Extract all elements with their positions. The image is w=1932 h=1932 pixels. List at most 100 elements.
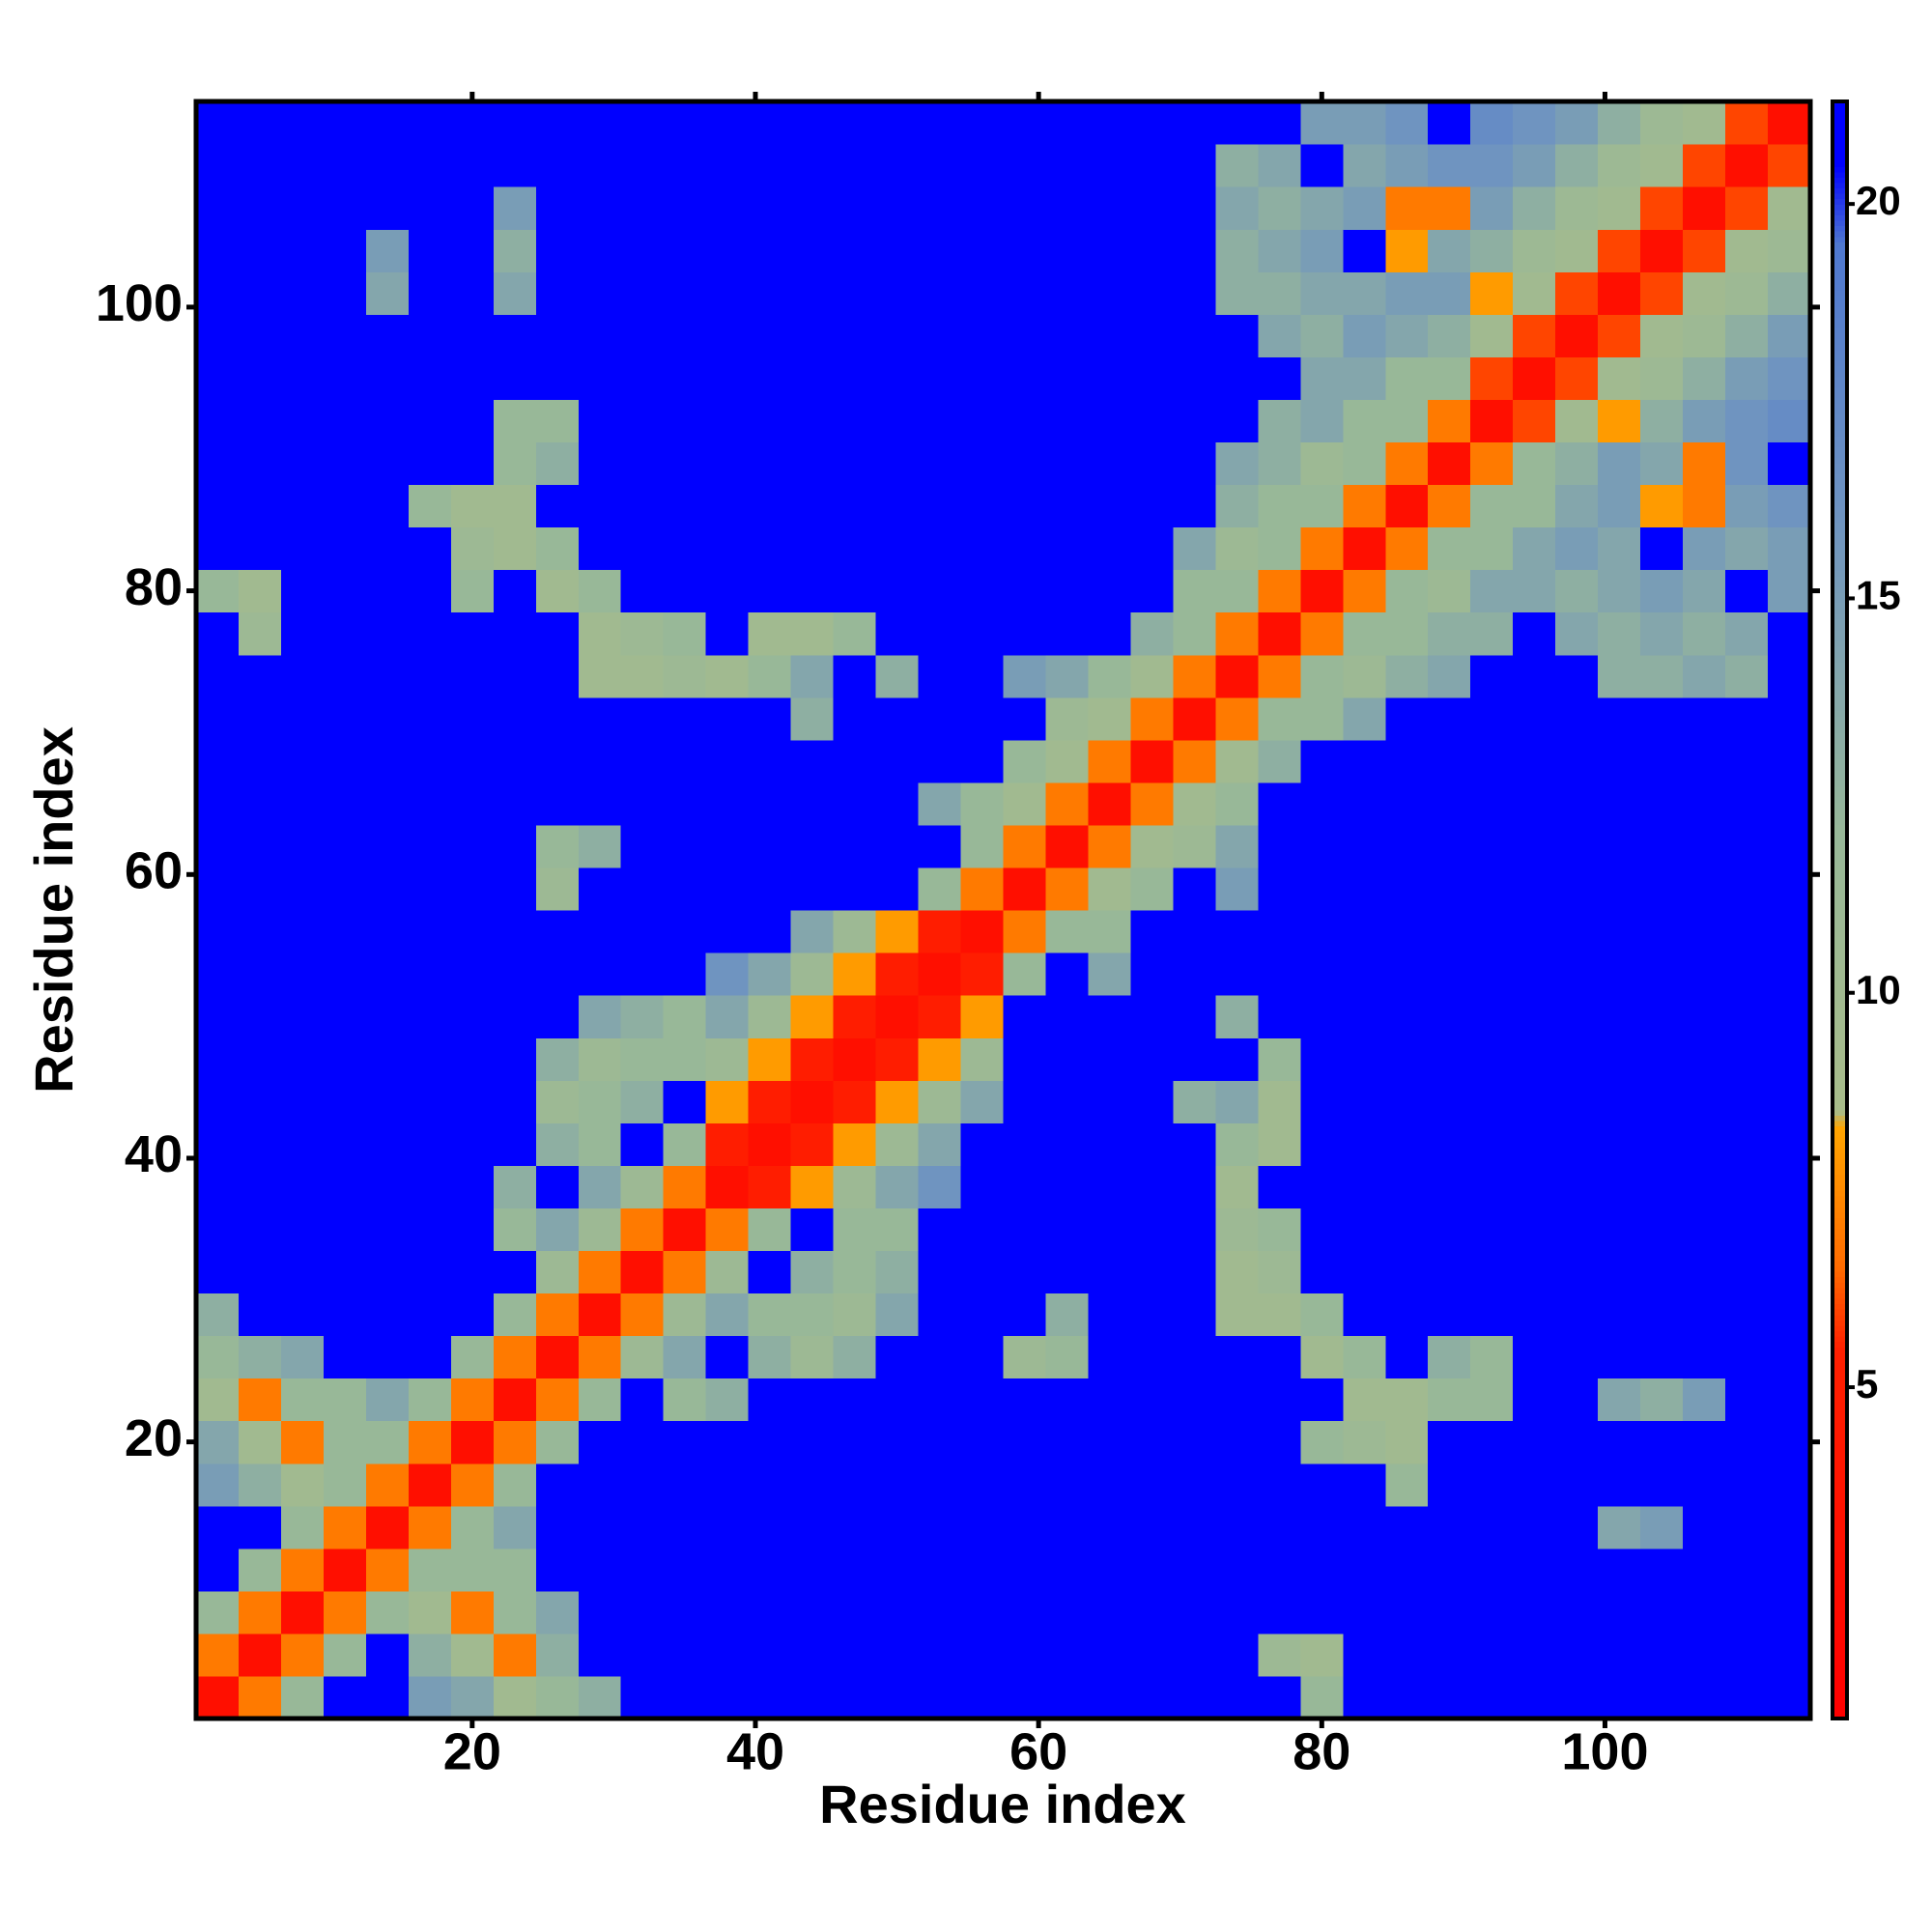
heatmap-cell — [1385, 1165, 1429, 1208]
heatmap-cell — [1725, 995, 1769, 1038]
heatmap-cell — [1428, 1463, 1471, 1507]
heatmap-cell — [1173, 1335, 1216, 1379]
heatmap-cell — [620, 1037, 665, 1081]
heatmap-cell — [1088, 995, 1132, 1038]
heatmap-cell — [323, 1548, 367, 1592]
heatmap-cell — [365, 441, 410, 486]
heatmap-cell — [1598, 314, 1641, 357]
colorbar-slice — [1833, 106, 1847, 113]
heatmap-cell — [748, 952, 792, 996]
colorbar-slice — [1833, 1373, 1847, 1380]
heatmap-cell — [1343, 1165, 1386, 1208]
heatmap-cell — [493, 1420, 537, 1464]
heatmap-cell — [790, 1335, 835, 1379]
colorbar-slice — [1833, 1038, 1847, 1046]
heatmap-cell — [1003, 144, 1047, 187]
heatmap-cell — [620, 1122, 665, 1166]
heatmap-cell — [875, 441, 920, 486]
heatmap-cell — [1173, 186, 1216, 230]
heatmap-cell — [1300, 654, 1344, 698]
heatmap-cell — [1640, 1122, 1684, 1166]
heatmap-cell — [1003, 1633, 1047, 1677]
colorbar-slice — [1833, 839, 1847, 846]
colorbar-slice — [1833, 898, 1847, 906]
heatmap-cell — [578, 314, 622, 357]
heatmap-cell — [790, 399, 835, 443]
heatmap-cell — [748, 1293, 792, 1337]
heatmap-cell — [1640, 1250, 1684, 1294]
y-tick-label: 60 — [125, 842, 183, 900]
heatmap-cell — [280, 1378, 325, 1422]
heatmap-cell — [1045, 1463, 1090, 1507]
heatmap-cell — [408, 271, 452, 315]
heatmap-cell — [1768, 824, 1811, 868]
heatmap-cell — [833, 526, 877, 571]
heatmap-cell — [1470, 824, 1514, 868]
heatmap-cell — [280, 696, 325, 741]
heatmap-cell — [1555, 696, 1599, 741]
colorbar-slice — [1833, 413, 1847, 421]
heatmap-cell — [1300, 1590, 1344, 1634]
heatmap-cell — [1088, 1548, 1132, 1592]
colorbar-slice — [1833, 802, 1847, 809]
heatmap-cell — [705, 654, 750, 698]
heatmap-cell — [365, 781, 410, 826]
heatmap-cell — [1300, 910, 1344, 953]
heatmap-cell — [365, 186, 410, 230]
heatmap-cell — [663, 484, 707, 528]
colorbar-slice — [1833, 1422, 1847, 1429]
colorbar-slice — [1833, 1410, 1847, 1418]
colorbar-slice — [1833, 382, 1847, 388]
heatmap-cell — [323, 1080, 367, 1123]
heatmap-cell — [1173, 101, 1216, 145]
heatmap-cell — [1045, 1037, 1090, 1081]
heatmap-cell — [1555, 1080, 1599, 1123]
heatmap-cell — [1598, 654, 1641, 698]
heatmap-cell — [365, 1505, 410, 1549]
heatmap-cell — [620, 1165, 665, 1208]
heatmap-cell — [663, 1548, 707, 1592]
colorbar-slice — [1833, 1238, 1847, 1245]
heatmap-cell — [1258, 271, 1301, 315]
heatmap-cell — [408, 1250, 452, 1294]
heatmap-cell — [1343, 484, 1386, 528]
heatmap-cell — [1258, 101, 1301, 145]
heatmap-cell — [1173, 781, 1216, 826]
heatmap-cell — [1513, 1037, 1556, 1081]
heatmap-cell — [450, 1293, 495, 1337]
heatmap-cell — [450, 229, 495, 272]
heatmap-cell — [705, 1420, 750, 1464]
colorbar-slice — [1833, 1034, 1847, 1040]
heatmap-cell — [1513, 1548, 1556, 1592]
heatmap-cell — [1173, 526, 1216, 571]
heatmap-cell — [1003, 654, 1047, 698]
heatmap-cell — [365, 1590, 410, 1634]
colorbar-slice — [1833, 980, 1847, 986]
heatmap-cell — [1725, 144, 1769, 187]
heatmap-cell — [450, 696, 495, 741]
heatmap-cell — [918, 101, 962, 145]
heatmap-cell — [1300, 1420, 1344, 1464]
heatmap-cell — [705, 696, 750, 741]
heatmap-cell — [1300, 1505, 1344, 1549]
heatmap-cell — [1555, 781, 1599, 826]
heatmap-cell — [1385, 1505, 1429, 1549]
heatmap-cell — [663, 1165, 707, 1208]
heatmap-cell — [493, 1037, 537, 1081]
heatmap-cell — [790, 1208, 835, 1252]
colorbar-slice — [1833, 1270, 1847, 1278]
heatmap-cell — [1768, 1335, 1811, 1379]
heatmap-cell — [1385, 271, 1429, 315]
heatmap-cell — [535, 1675, 580, 1719]
colorbar-slice — [1833, 462, 1847, 469]
heatmap-cell — [1513, 356, 1556, 400]
heatmap-cell — [1768, 271, 1811, 315]
heatmap-cell — [1300, 1463, 1344, 1507]
colorbar-slice — [1833, 996, 1847, 1003]
heatmap-cell — [1513, 229, 1556, 272]
heatmap-cell — [365, 1335, 410, 1379]
heatmap-cell — [1130, 1548, 1174, 1592]
heatmap-cell — [1130, 1378, 1174, 1422]
heatmap-cell — [1173, 1037, 1216, 1081]
heatmap-cell — [1130, 1122, 1174, 1166]
